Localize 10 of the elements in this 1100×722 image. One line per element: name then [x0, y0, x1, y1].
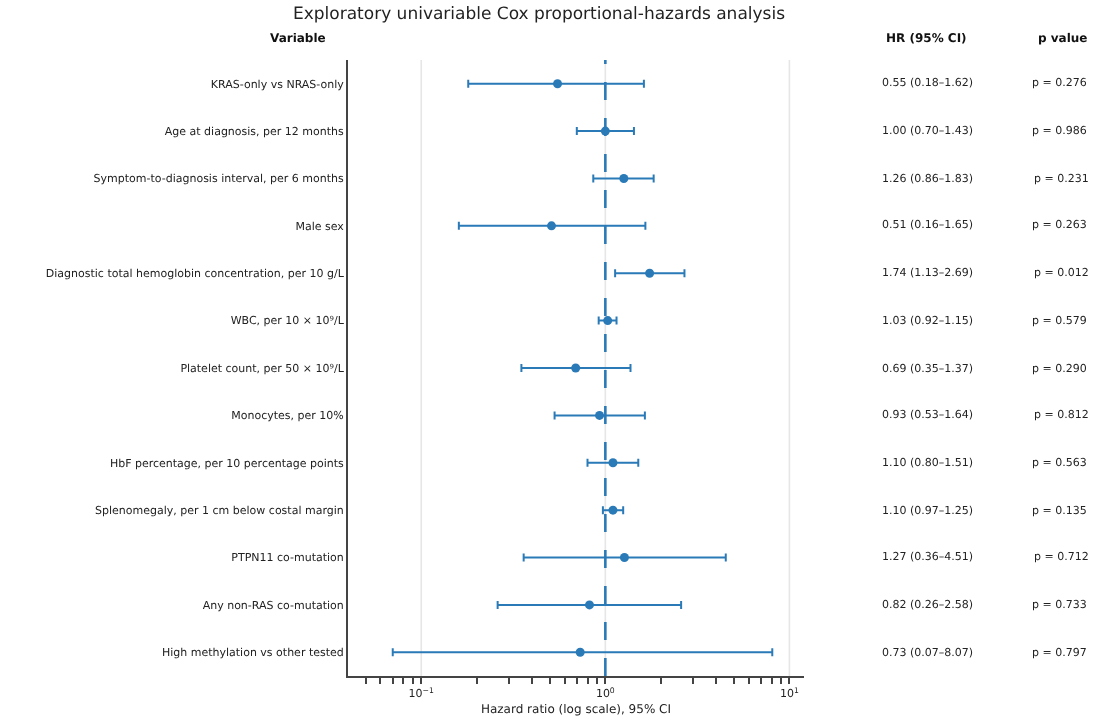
- point: [584, 600, 594, 610]
- point: [608, 458, 618, 468]
- point: [619, 553, 629, 563]
- chart-title: Exploratory univariable Cox proportional-hazards analysis: [292, 5, 787, 26]
- point: [608, 505, 618, 515]
- point: [571, 363, 581, 373]
- point: [575, 647, 585, 657]
- point: [619, 173, 629, 183]
- point: [595, 410, 605, 420]
- point: [603, 316, 613, 326]
